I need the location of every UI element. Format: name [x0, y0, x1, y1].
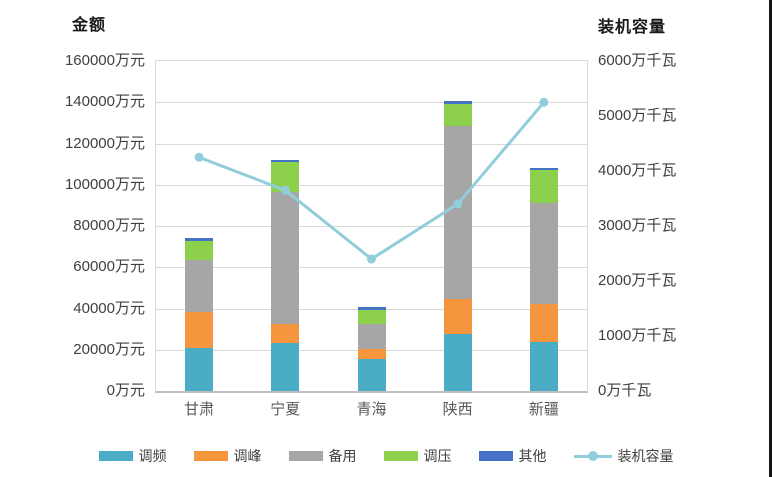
gridline: [156, 267, 587, 269]
x-axis-label: 宁夏: [270, 401, 301, 418]
legend-swatch: [193, 451, 228, 461]
capacity-line-chart: [194, 97, 549, 264]
bar-segment-调峰: [271, 323, 300, 343]
bar-segment-调压: [357, 309, 386, 324]
y-axis-label-left: 60000万元: [73, 258, 145, 276]
y-axis-label-right: 4000万千瓦: [598, 162, 677, 179]
bar-segment-备用: [529, 203, 558, 305]
y-axis-label-left: 140000万元: [64, 93, 145, 111]
legend-label: 装机容量: [617, 448, 674, 464]
legend-label: 其他: [518, 448, 547, 464]
bar-segment-备用: [271, 191, 300, 324]
y-axis-label-right: 5000万千瓦: [598, 107, 677, 124]
y-axis-label-left: 160000万元: [64, 52, 145, 69]
stacked-bar: [357, 307, 386, 391]
bar-segment-调峰: [185, 311, 214, 348]
bar-segment-调峰: [529, 304, 558, 342]
legend-label: 调频: [138, 448, 167, 464]
line-marker: [539, 97, 549, 107]
y-axis-label-right: 0万千瓦: [598, 382, 652, 399]
legend-label: 调峰: [233, 448, 262, 464]
y-axis-label-left: 20000万元: [73, 340, 145, 358]
bar-segment-其他: [357, 307, 386, 310]
y-axis-label-left: 120000万元: [64, 134, 145, 152]
capacity-axis-title: 装机容量: [598, 19, 667, 36]
bar-segment-调峰: [443, 299, 472, 335]
bar-segment-调压: [443, 104, 472, 126]
legend-swatch: [478, 451, 513, 461]
y-axis-label-left: 40000万元: [73, 299, 145, 317]
bar-segment-其他: [443, 101, 472, 105]
legend-swatch: [98, 451, 133, 461]
bar-segment-备用: [443, 125, 472, 300]
legend-label: 备用: [328, 448, 357, 464]
bar-segment-调峰: [357, 348, 386, 359]
capacity-line: [198, 101, 546, 261]
bar-segment-备用: [185, 260, 214, 312]
legend-item-装机容量: 装机容量: [573, 446, 674, 466]
screenshot-right-edge: [769, 0, 772, 477]
legend-swatch: [288, 451, 323, 461]
y-axis-label-right: 1000万千瓦: [598, 327, 677, 344]
y-axis-label-left: 80000万元: [73, 217, 145, 234]
legend-swatch: [383, 451, 418, 461]
stacked-bar: [185, 238, 214, 391]
legend-label: 调压: [423, 448, 452, 464]
legend-line-swatch: [573, 450, 612, 462]
stacked-bar: [529, 168, 558, 391]
bar-segment-调频: [529, 341, 558, 391]
bar-segment-其他: [529, 168, 558, 171]
gridline: [156, 226, 587, 227]
amount-axis-title: 金额: [72, 17, 107, 34]
bar-segment-其他: [271, 159, 300, 163]
gridline: [156, 184, 587, 186]
legend-line-marker: [587, 450, 598, 461]
bar-segment-调频: [185, 347, 214, 391]
legend-item-其他: 其他: [478, 446, 547, 466]
x-axis-label: 陕西: [442, 401, 473, 418]
legend-item-调压: 调压: [383, 446, 452, 466]
gridline: [156, 102, 587, 104]
gridline: [156, 143, 587, 145]
line-marker: [194, 152, 204, 162]
chart-legend: 调频 调峰 备用 调压 其他 装机容量: [0, 446, 772, 466]
y-axis-label-right: 2000万千瓦: [598, 272, 677, 289]
legend-item-调频: 调频: [98, 446, 167, 466]
y-axis-label-right: 6000万千瓦: [598, 52, 677, 69]
bar-segment-其他: [185, 238, 214, 242]
stacked-bar: [443, 101, 472, 391]
line-marker: [367, 254, 376, 264]
y-axis-label-left: 100000万元: [64, 175, 145, 193]
line-marker: [453, 199, 463, 209]
bar-segment-调频: [357, 359, 386, 391]
line-marker: [280, 185, 290, 195]
y-axis-label-left: 0万元: [106, 382, 145, 399]
bar-segment-调压: [529, 170, 558, 204]
legend-item-备用: 备用: [288, 446, 357, 466]
x-axis-label: 甘肃: [184, 401, 215, 418]
y-axis-label-right: 3000万千瓦: [598, 217, 677, 234]
plot-area: [155, 60, 588, 393]
bar-segment-调频: [443, 334, 472, 391]
bar-segment-调压: [185, 241, 214, 261]
bar-segment-调频: [271, 342, 300, 391]
x-axis-label: 新疆: [528, 401, 559, 418]
bar-segment-备用: [357, 323, 386, 349]
x-axis-label: 青海: [356, 401, 387, 418]
legend-item-调峰: 调峰: [193, 446, 262, 466]
